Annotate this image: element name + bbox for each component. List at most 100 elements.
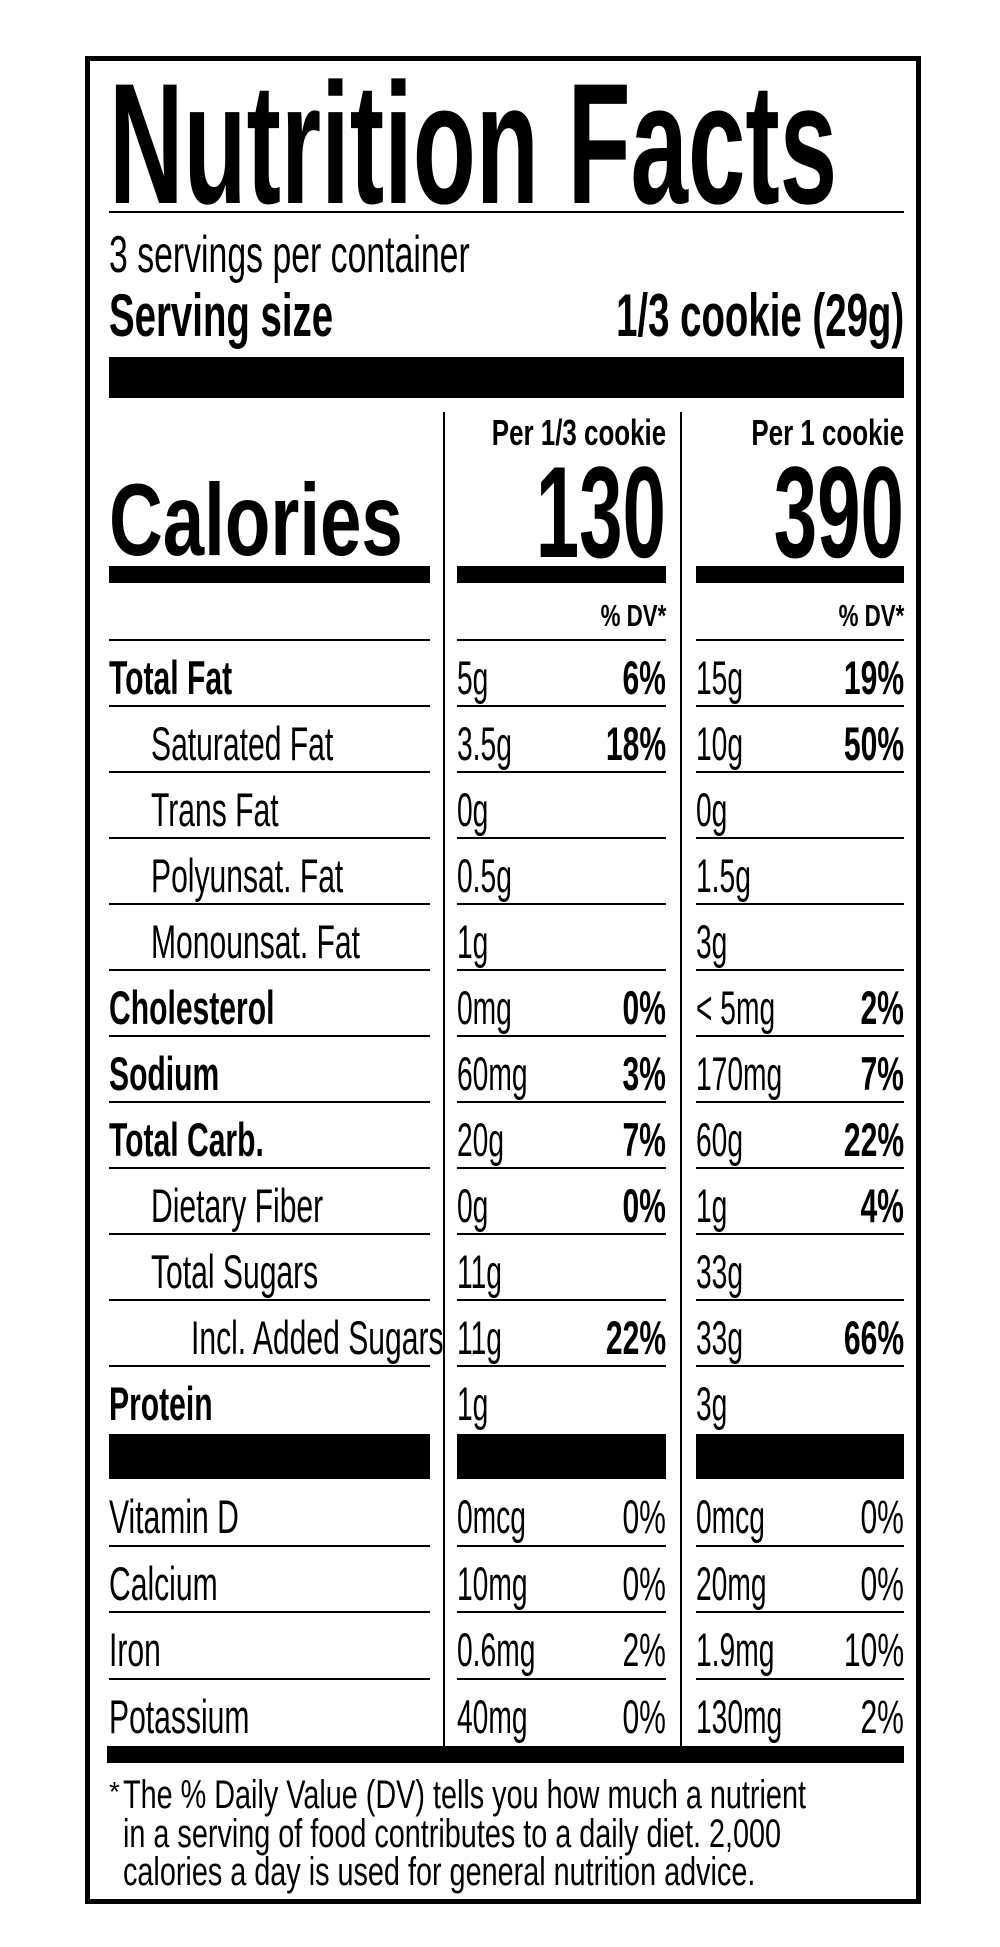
- dv-per-third-cookie: 18%: [605, 717, 666, 770]
- dv-per-third-cookie: 7%: [622, 1113, 666, 1166]
- column-divider-1: [443, 412, 445, 1746]
- row-divider: [457, 1544, 666, 1547]
- nutrient-label: Incl. Added Sugars: [191, 1311, 444, 1364]
- row-divider: [457, 639, 666, 641]
- dv-per-third-cookie: 0%: [622, 981, 666, 1034]
- nutrient-label: Total Carb.: [109, 1113, 264, 1166]
- dv-per-third-cookie: 6%: [622, 651, 666, 704]
- row-divider: [457, 1167, 666, 1169]
- row-divider: [109, 837, 430, 839]
- row-divider: [457, 1233, 666, 1235]
- amount-per-cookie: 15g: [696, 651, 744, 704]
- nutrient-label: Cholesterol: [109, 981, 275, 1034]
- amount-per-cookie: 0g: [696, 783, 728, 836]
- amount-per-cookie: < 5mg: [696, 981, 776, 1034]
- nutrient-label: Calcium: [109, 1556, 218, 1610]
- calories-bar-col1: [457, 566, 666, 583]
- footnote-line: The % Daily Value (DV) tells you how muc…: [123, 1773, 806, 1817]
- dv-per-third-cookie: 0%: [622, 1556, 666, 1610]
- row-divider: [109, 1299, 430, 1301]
- dv-per-third-cookie: 22%: [605, 1311, 666, 1364]
- label-title: Nutrition Facts: [109, 48, 838, 240]
- title-divider: [109, 211, 904, 213]
- amount-per-third-cookie: 0g: [457, 1179, 489, 1232]
- dv-header-col2: % DV*: [838, 598, 904, 633]
- calories-bar-left: [109, 566, 430, 583]
- row-divider: [696, 903, 904, 905]
- nutrient-label: Total Fat: [109, 651, 233, 704]
- amount-per-third-cookie: 20g: [457, 1113, 505, 1166]
- row-divider: [109, 1101, 430, 1103]
- dv-per-cookie: 2%: [860, 981, 904, 1034]
- amount-per-third-cookie: 5g: [457, 651, 489, 704]
- row-divider: [696, 1167, 904, 1169]
- vitamin-separator-col1: [457, 1434, 666, 1479]
- serving-size-label: Serving size: [109, 282, 334, 349]
- amount-per-third-cookie: 0mcg: [457, 1490, 526, 1543]
- amount-per-cookie: 0mcg: [696, 1490, 765, 1543]
- row-divider: [109, 903, 430, 905]
- dv-per-third-cookie: 3%: [622, 1047, 666, 1100]
- row-divider: [696, 1611, 904, 1613]
- amount-per-cookie: 170mg: [696, 1047, 783, 1100]
- nutrient-label: Potassium: [109, 1689, 250, 1743]
- nutrient-label: Monounsat. Fat: [151, 915, 361, 968]
- dv-per-cookie: 0%: [860, 1490, 904, 1543]
- nutrient-label: Saturated Fat: [151, 717, 334, 770]
- dv-per-cookie: 22%: [843, 1113, 904, 1166]
- footnote-line: in a serving of food contributes to a da…: [123, 1812, 782, 1856]
- dv-header-col1: % DV*: [600, 598, 666, 633]
- row-divider: [696, 1299, 904, 1301]
- dv-per-third-cookie: 2%: [622, 1623, 666, 1676]
- calories-bar-col2: [696, 566, 904, 583]
- nutrient-label: Iron: [109, 1623, 161, 1676]
- calories-label: Calories: [109, 463, 403, 577]
- dv-per-third-cookie: 0%: [622, 1179, 666, 1232]
- row-divider: [696, 837, 904, 839]
- dv-per-cookie: 0%: [860, 1556, 904, 1610]
- amount-per-third-cookie: 11g: [457, 1311, 502, 1364]
- footnote-asterisk: *: [109, 1776, 120, 1807]
- dv-per-cookie: 2%: [860, 1689, 904, 1743]
- amount-per-cookie: 20mg: [696, 1556, 767, 1610]
- nutrient-label: Protein: [109, 1377, 213, 1430]
- nutrient-label: Total Sugars: [151, 1245, 319, 1298]
- row-divider: [109, 1611, 430, 1613]
- dv-per-third-cookie: 0%: [622, 1490, 666, 1543]
- amount-per-third-cookie: 11g: [457, 1245, 502, 1298]
- nutrient-label: Dietary Fiber: [151, 1179, 324, 1232]
- row-divider: [696, 705, 904, 707]
- amount-per-third-cookie: 0.5g: [457, 849, 512, 902]
- row-divider: [109, 1365, 430, 1367]
- amount-per-third-cookie: 10mg: [457, 1556, 528, 1610]
- amount-per-cookie: 1.9mg: [696, 1623, 775, 1676]
- row-divider: [457, 903, 666, 905]
- row-divider: [457, 1677, 666, 1680]
- row-divider: [696, 1233, 904, 1235]
- row-divider: [109, 705, 430, 707]
- row-divider: [696, 1035, 904, 1037]
- amount-per-third-cookie: 0mg: [457, 981, 512, 1034]
- row-divider: [457, 1611, 666, 1613]
- row-divider: [109, 1544, 430, 1547]
- amount-per-cookie: 3g: [696, 915, 728, 968]
- nutrient-label: Trans Fat: [151, 783, 279, 836]
- row-divider: [457, 1299, 666, 1301]
- row-divider: [696, 1677, 904, 1680]
- amount-per-cookie: 1g: [696, 1179, 728, 1232]
- column-header-per-cookie: Per 1 cookie: [751, 412, 904, 453]
- row-divider: [109, 771, 430, 773]
- amount-per-third-cookie: 40mg: [457, 1689, 528, 1743]
- calories-per-third-cookie: 130: [535, 439, 666, 585]
- row-divider: [696, 639, 904, 641]
- footnote-line: calories a day is used for general nutri…: [123, 1850, 756, 1894]
- servings-per-container: 3 servings per container: [109, 226, 470, 284]
- column-header-per-third-cookie: Per 1/3 cookie: [491, 412, 666, 453]
- row-divider: [696, 969, 904, 971]
- row-divider: [109, 639, 430, 641]
- row-divider: [457, 705, 666, 707]
- amount-per-cookie: 60g: [696, 1113, 744, 1166]
- amount-per-cookie: 130mg: [696, 1689, 783, 1743]
- amount-per-cookie: 33g: [696, 1245, 744, 1298]
- dv-per-cookie: 7%: [860, 1047, 904, 1100]
